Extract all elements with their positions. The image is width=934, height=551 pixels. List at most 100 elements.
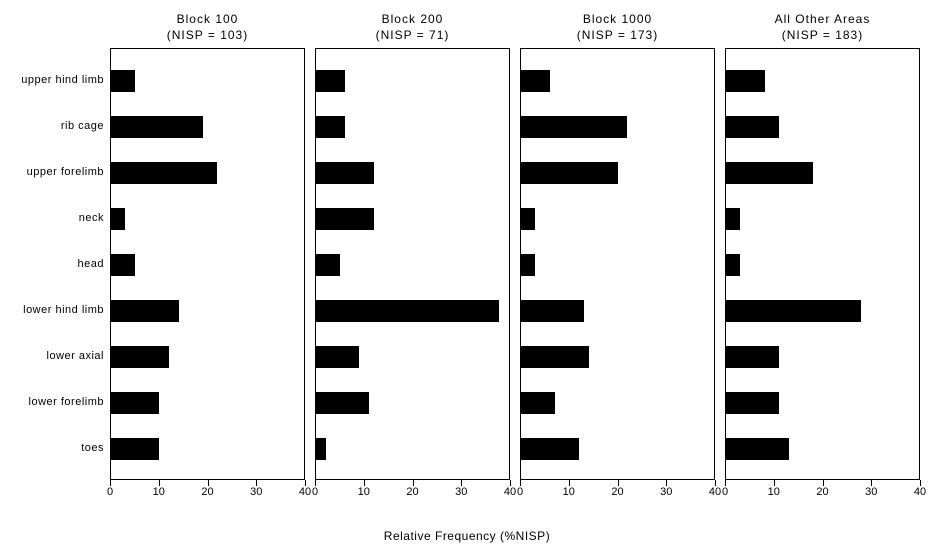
figure: upper hind limbrib cageupper forelimbnec… [0, 0, 934, 551]
x-tick-label: 30 [865, 486, 877, 498]
bar [726, 70, 765, 92]
x-tick-label: 20 [611, 486, 623, 498]
bar-row [111, 162, 304, 184]
bars [316, 49, 509, 479]
bar-row [316, 70, 509, 92]
bar-row [521, 392, 714, 414]
panel-title-line1: Block 100 [110, 12, 305, 28]
bar-row [111, 392, 304, 414]
plot-area [725, 48, 920, 480]
bar [316, 254, 340, 276]
panel-title: Block 100(NISP = 103) [110, 12, 305, 48]
bars [111, 49, 304, 479]
x-axis: 010203040 [315, 480, 510, 502]
y-label: lower hind limb [23, 304, 104, 316]
y-label: neck [79, 212, 104, 224]
bar-row [521, 300, 714, 322]
panels-container: Block 100(NISP = 103) 0 10 20 30 40 Block 200(… [110, 12, 920, 502]
x-tick-label: 10 [153, 486, 165, 498]
x-tick-label: 30 [455, 486, 467, 498]
bar [111, 254, 135, 276]
bar [111, 116, 203, 138]
bar-row [726, 346, 919, 368]
bar [521, 116, 627, 138]
y-label: head [78, 258, 104, 270]
bar [521, 438, 579, 460]
bar [726, 300, 861, 322]
panel: Block 100(NISP = 103)010203040 [110, 12, 305, 502]
panel: Block 1000(NISP = 173)010203040 [520, 12, 715, 502]
bar-row [726, 254, 919, 276]
bar-row [521, 254, 714, 276]
bar [521, 346, 589, 368]
bar [111, 392, 159, 414]
bar [111, 438, 159, 460]
bar-row [521, 116, 714, 138]
x-tick-label: 30 [250, 486, 262, 498]
x-tick-label: 10 [563, 486, 575, 498]
bar-row [726, 208, 919, 230]
bar [316, 392, 369, 414]
x-tick-label: 0 [722, 486, 728, 498]
bar [726, 208, 740, 230]
x-axis: 010203040 [520, 480, 715, 502]
x-axis: 010203040 [110, 480, 305, 502]
bar-row [111, 208, 304, 230]
bar [316, 162, 374, 184]
panel-title-line2: (NISP = 183) [725, 28, 920, 44]
y-label: lower axial [47, 350, 104, 362]
x-tick-label: 30 [660, 486, 672, 498]
bar-row [316, 162, 509, 184]
bar-row [111, 438, 304, 460]
panel: Block 200(NISP = 71)010203040 [315, 12, 510, 502]
bar-row [111, 70, 304, 92]
bar [726, 346, 779, 368]
x-axis: 010203040 [725, 480, 920, 502]
bar-row [111, 346, 304, 368]
bar [726, 162, 813, 184]
x-tick-label: 40 [709, 486, 721, 498]
bars [726, 49, 919, 479]
bar-row [521, 70, 714, 92]
bar [111, 346, 169, 368]
bar [726, 392, 779, 414]
bar [726, 438, 789, 460]
bar [521, 254, 535, 276]
bar [726, 254, 740, 276]
plot-area [110, 48, 305, 480]
bar-row [111, 300, 304, 322]
panel-title: Block 1000(NISP = 173) [520, 12, 715, 48]
panel-title: Block 200(NISP = 71) [315, 12, 510, 48]
panel-title-line2: (NISP = 103) [110, 28, 305, 44]
x-tick-label: 0 [312, 486, 318, 498]
y-label: lower forelimb [29, 396, 104, 408]
bar-row [316, 300, 509, 322]
plot-area [520, 48, 715, 480]
panel-title-line2: (NISP = 71) [315, 28, 510, 44]
bar-row [111, 116, 304, 138]
bar [111, 162, 217, 184]
bar [316, 438, 326, 460]
bar-row [316, 438, 509, 460]
bar [521, 300, 584, 322]
bar-row [521, 438, 714, 460]
panel-title-line1: All Other Areas [725, 12, 920, 28]
bar-row [521, 346, 714, 368]
bar-row [316, 392, 509, 414]
panel-title: All Other Areas(NISP = 183) [725, 12, 920, 48]
bar-row [316, 346, 509, 368]
bar [316, 300, 499, 322]
x-tick-label: 40 [914, 486, 926, 498]
bar-row [726, 162, 919, 184]
panel: All Other Areas(NISP = 183)010203040 [725, 12, 920, 502]
x-tick-label: 0 [517, 486, 523, 498]
x-tick-label: 20 [201, 486, 213, 498]
x-tick-label: 0 [107, 486, 113, 498]
panel-title-line1: Block 1000 [520, 12, 715, 28]
bar-row [726, 300, 919, 322]
bar-row [316, 254, 509, 276]
y-label: upper forelimb [27, 166, 104, 178]
bar [111, 300, 179, 322]
bar [521, 208, 535, 230]
bar-row [726, 116, 919, 138]
